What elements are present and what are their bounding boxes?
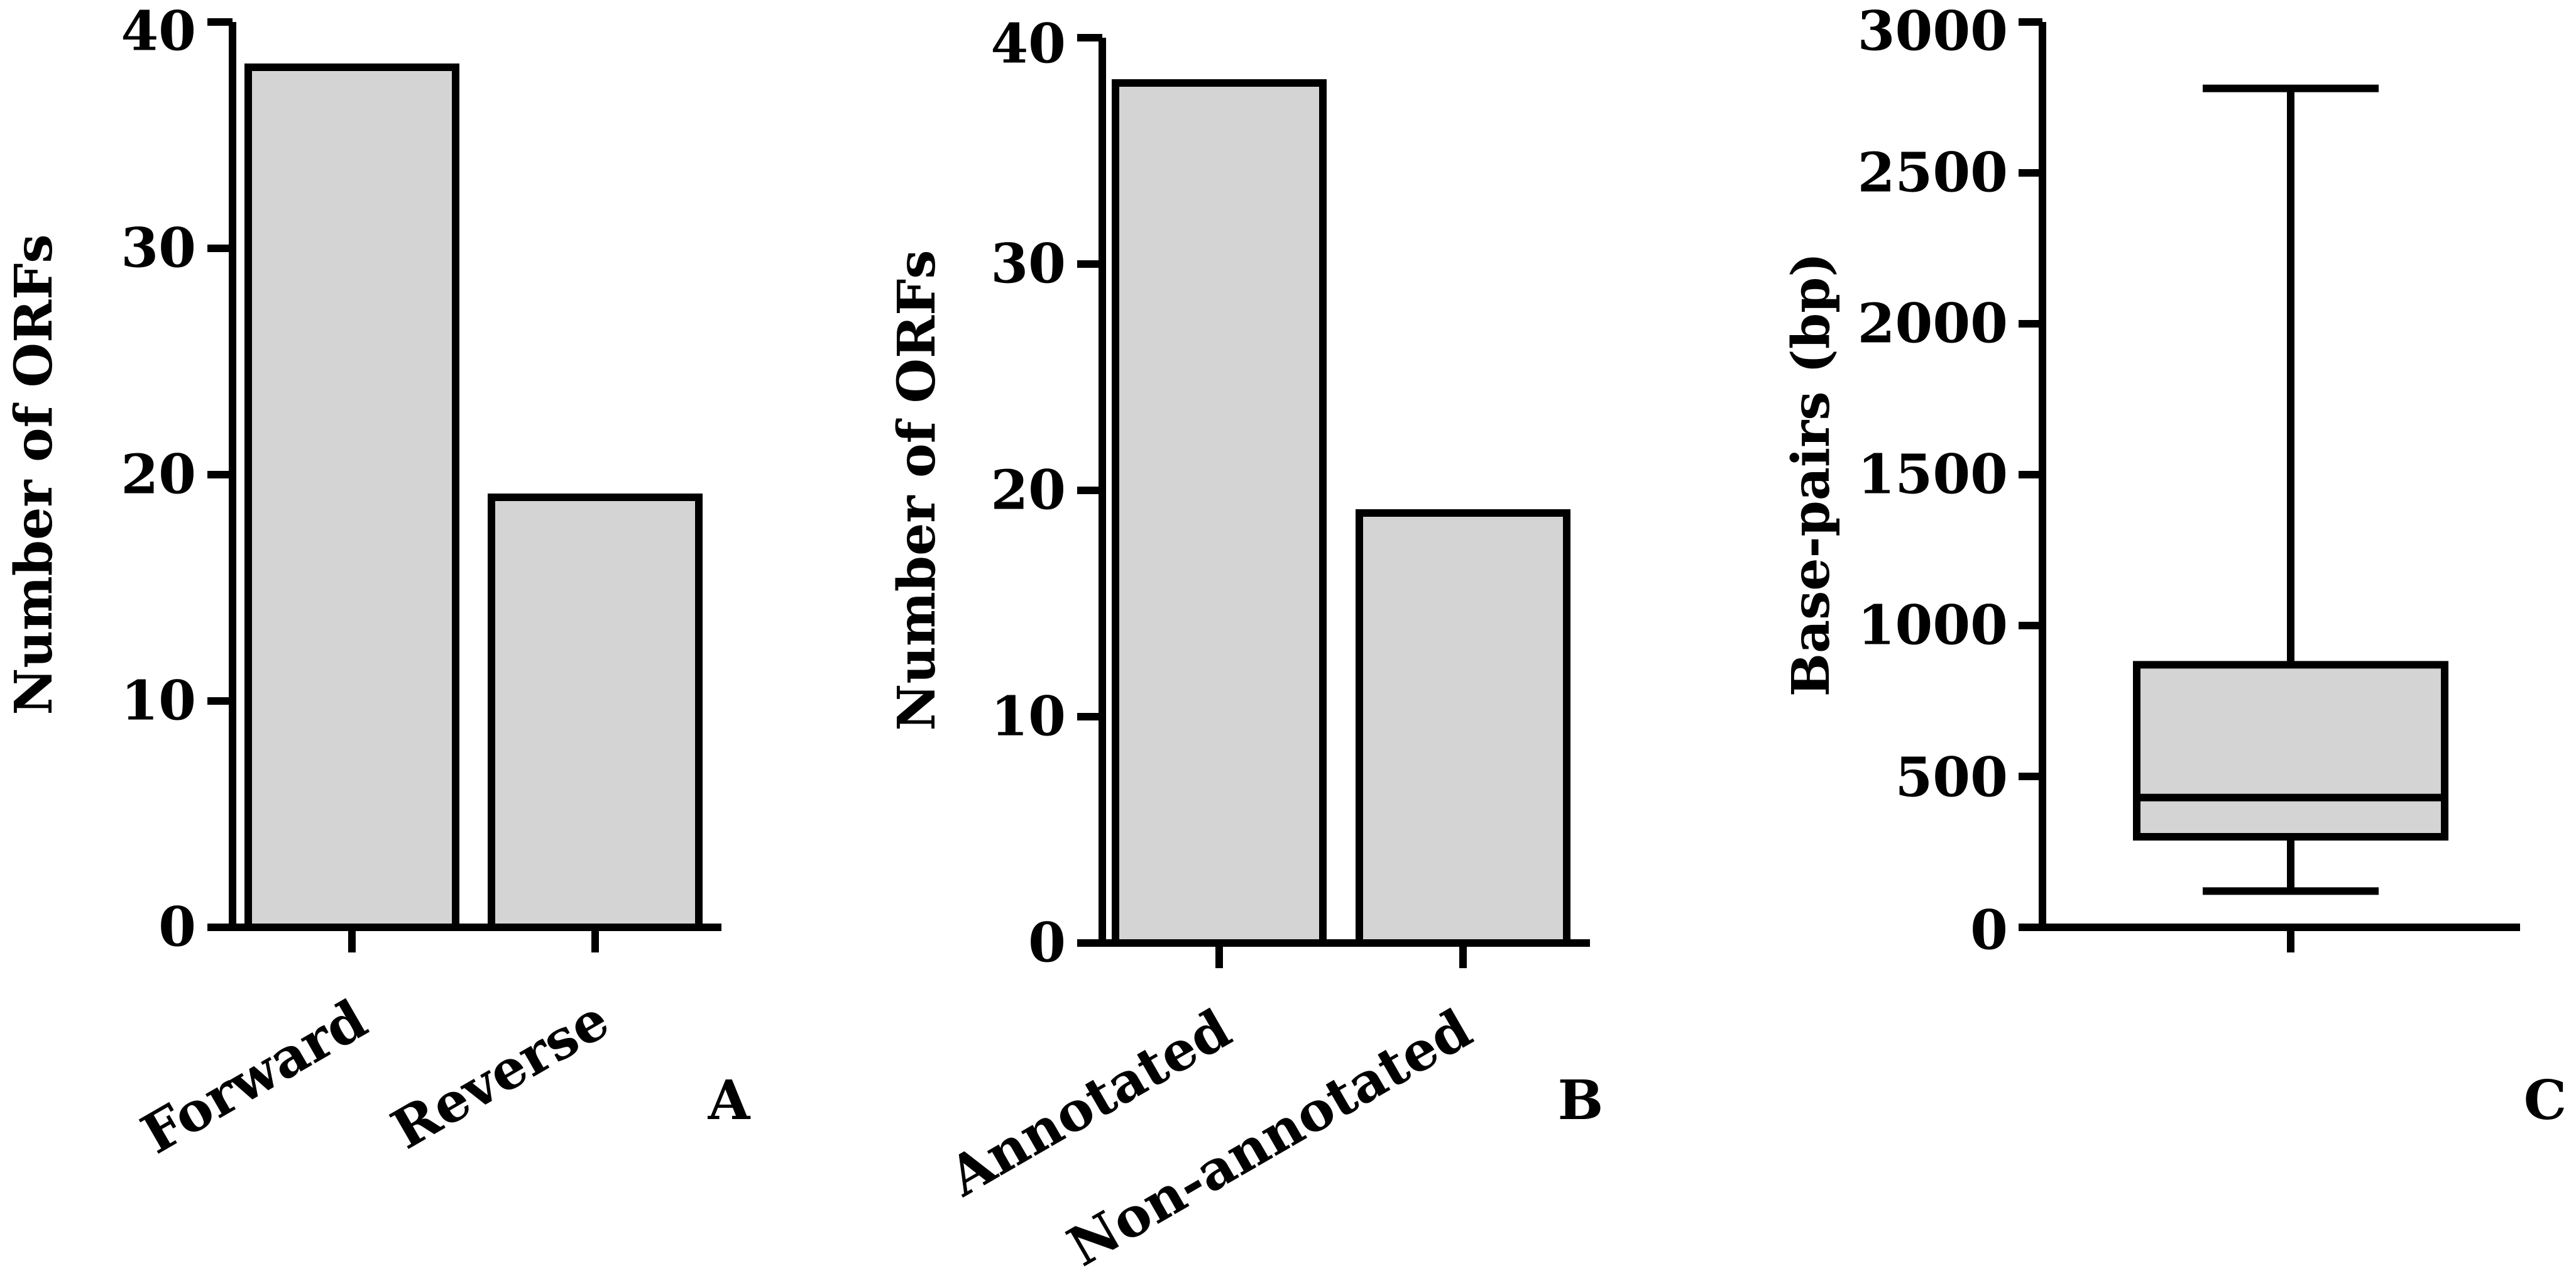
panel-b-y-tick-labels: 0 10 20 30 40 <box>990 13 1066 975</box>
panel-a-xlabel-forward: Forward <box>131 988 378 1167</box>
panel-c-ytick-label-0: 0 <box>1970 899 2008 963</box>
panel-c-ytick-label-2000: 2000 <box>1858 292 2008 356</box>
panel-a-xlabel-reverse: Reverse <box>381 988 619 1162</box>
panel-c-ytick-label-500: 500 <box>1895 746 2008 810</box>
panel-a-y-axis-title: Number of ORFs <box>4 234 64 715</box>
panel-a: 0 10 20 30 40 Forward Reverse Number of … <box>4 0 751 1166</box>
panel-a-x-ticks <box>348 927 599 952</box>
panel-c: 0 500 1000 1500 2000 2500 3000 Base-pair… <box>1781 0 2567 1132</box>
panel-b-ytick-label-20: 20 <box>990 459 1066 522</box>
panel-b-x-ticks <box>1215 943 1467 968</box>
panel-c-iqr-box <box>2133 661 2448 841</box>
panel-c-y-tick-labels: 0 500 1000 1500 2000 2500 3000 <box>1858 0 2008 963</box>
panel-b-bars <box>1112 79 1570 947</box>
panel-c-y-axis-title: Base-pairs (bp) <box>1781 253 1841 697</box>
panel-b-bar-annotated <box>1112 79 1327 947</box>
panel-a-ytick-label-20: 20 <box>121 443 196 507</box>
panel-c-ytick-label-1000: 1000 <box>1858 594 2008 658</box>
panel-b-xlabel-non-annotated: Non-annotated <box>1057 997 1482 1279</box>
panel-c-ytick-label-3000: 3000 <box>1858 0 2008 63</box>
panel-c-ytick-label-2500: 2500 <box>1858 141 2008 205</box>
panel-a-ytick-label-0: 0 <box>158 896 196 959</box>
panel-a-ytick-label-40: 40 <box>121 0 196 63</box>
panel-b-y-axis-title: Number of ORFs <box>887 250 947 731</box>
panel-c-ytick-label-1500: 1500 <box>1858 443 2008 507</box>
panel-b-ytick-label-30: 30 <box>990 233 1066 296</box>
panel-b-ytick-label-10: 10 <box>990 685 1066 749</box>
panel-c-letter: C <box>2524 1069 2567 1132</box>
panel-a-ytick-label-10: 10 <box>121 670 196 733</box>
panel-b-letter: B <box>1558 1069 1604 1132</box>
panel-b-bar-non-annotated <box>1356 509 1570 947</box>
panel-a-letter: A <box>708 1069 751 1132</box>
panel-b-y-ticks <box>1077 34 1102 947</box>
panel-a-y-tick-labels: 0 10 20 30 40 <box>121 0 196 959</box>
panel-a-ytick-label-30: 30 <box>121 217 196 280</box>
panel-b-ytick-label-0: 0 <box>1028 912 1066 975</box>
panel-b-ytick-label-40: 40 <box>990 13 1066 76</box>
panel-a-bar-forward <box>244 63 459 931</box>
panel-a-bars <box>244 63 703 931</box>
panel-a-y-ticks <box>207 18 233 931</box>
panel-b: 0 10 20 30 40 Annotated Non-annotated Nu… <box>887 13 1603 1279</box>
panel-c-y-ticks <box>2019 18 2042 931</box>
panel-a-bar-reverse <box>488 494 703 931</box>
panel-c-boxplot <box>2133 84 2448 895</box>
